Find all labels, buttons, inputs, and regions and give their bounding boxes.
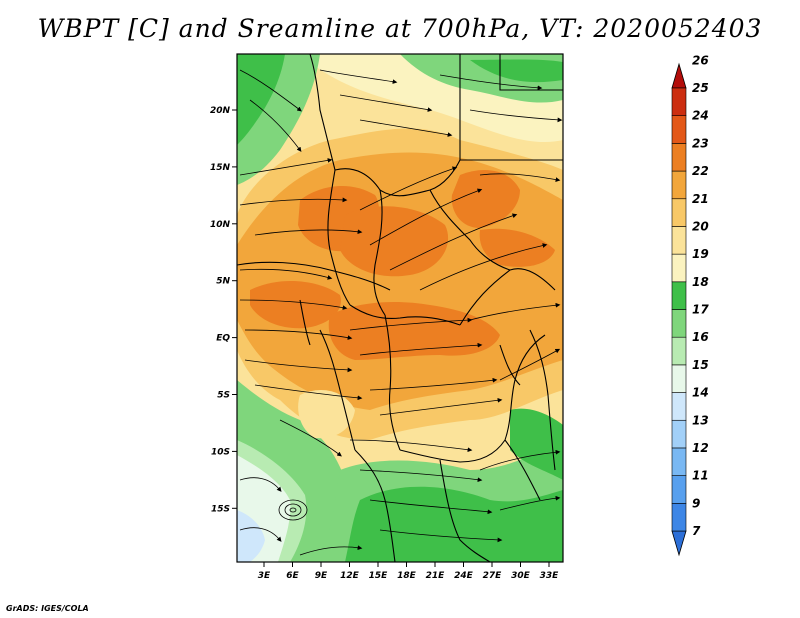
streamlines <box>239 69 563 556</box>
lat-tick-label: EQ <box>216 334 230 344</box>
colorbar-label: 22 <box>692 164 709 178</box>
lon-tick-label: 3E <box>258 571 271 581</box>
field-green-nw-dark <box>237 54 285 145</box>
field-core-5 <box>328 302 500 360</box>
wbpt-field <box>237 54 563 562</box>
colorbar-label: 9 <box>692 496 700 510</box>
colorbar-max-triangle <box>671 62 687 89</box>
lat-tick-label: 5N <box>216 277 230 287</box>
lat-tick-label: 20N <box>210 106 231 116</box>
colorbar-label: 7 <box>692 524 701 538</box>
lon-tick-label: 24E <box>454 571 474 581</box>
colorbar-segment <box>671 87 687 116</box>
lon-tick-label: 21E <box>426 571 446 581</box>
page-title: WBPT [C] and Sreamline at 700hPa, VT: 20… <box>37 14 763 43</box>
colorbar-label: 11 <box>692 469 709 483</box>
colorbar-label: 14 <box>692 386 709 400</box>
colorbar-segment <box>671 392 687 421</box>
colorbar-segment <box>671 170 687 200</box>
colorbar-segment <box>671 364 687 393</box>
lon-tick-label: 30E <box>511 571 531 581</box>
colorbar-label: 17 <box>692 303 709 317</box>
colorbar-label: 25 <box>692 81 709 95</box>
field-yellow-s <box>298 390 355 439</box>
field-blue-sw <box>237 510 265 562</box>
colorbar-segment <box>671 336 687 366</box>
colorbar-segment <box>671 198 687 227</box>
colorbar: 7 9 11 12 13 14 15 16 17 18 19 20 21 22 23 24 25 26 <box>671 53 709 557</box>
lat-tick-label: 10S <box>211 447 230 457</box>
lon-tick-label: 18E <box>397 571 417 581</box>
field-green-ne-dark <box>470 59 563 83</box>
colorbar-segment <box>671 253 687 283</box>
lon-tick-label: 6E <box>286 571 299 581</box>
lat-axis: 20N 15N 10N 5N EQ 5S 10S 15S <box>210 106 237 514</box>
colorbar-segment <box>671 309 687 338</box>
field-green-se <box>510 408 563 480</box>
colorbar-segment <box>671 115 687 144</box>
colorbar-label: 24 <box>692 109 709 123</box>
colorbar-label: 26 <box>692 53 709 67</box>
colorbar-segment <box>671 503 687 532</box>
lon-tick-label: 27E <box>483 571 503 581</box>
lat-tick-label: 15N <box>210 163 231 173</box>
lon-tick-label: 9E <box>315 571 328 581</box>
lon-tick-label: 15E <box>369 571 389 581</box>
colorbar-label: 21 <box>692 192 709 206</box>
colorbar-label: 15 <box>692 358 709 372</box>
colorbar-label: 19 <box>692 247 709 261</box>
colorbar-segment <box>671 281 687 310</box>
colorbar-label: 12 <box>692 441 709 455</box>
colorbar-segment <box>671 419 687 449</box>
lon-tick-label: 12E <box>340 571 360 581</box>
field-core-3 <box>451 170 520 228</box>
colorbar-segment <box>671 143 687 172</box>
country-borders <box>237 54 563 562</box>
lat-tick-label: 15S <box>211 504 230 514</box>
colorbar-label: 20 <box>692 219 709 233</box>
map-frame <box>236 53 564 563</box>
colorbar-label: 16 <box>692 330 709 344</box>
lat-tick-label: 5S <box>217 391 230 401</box>
colorbar-min-triangle <box>671 530 687 557</box>
colorbar-label: 13 <box>692 413 709 427</box>
field-core-2 <box>340 206 449 277</box>
colorbar-segment <box>671 475 687 504</box>
lat-tick-label: 10N <box>210 220 231 230</box>
lon-tick-label: 33E <box>540 571 560 581</box>
colorbar-segment <box>671 447 687 476</box>
colorbar-segment <box>671 226 687 255</box>
colorbar-label: 23 <box>692 136 709 150</box>
colorbar-label: 18 <box>692 275 709 289</box>
lon-axis: 3E 6E 9E 12E 15E 18E 21E 24E 27E 30E 33E <box>258 562 559 581</box>
field-core-4 <box>250 280 341 329</box>
grads-credit: GrADS: IGES/COLA <box>6 604 89 613</box>
